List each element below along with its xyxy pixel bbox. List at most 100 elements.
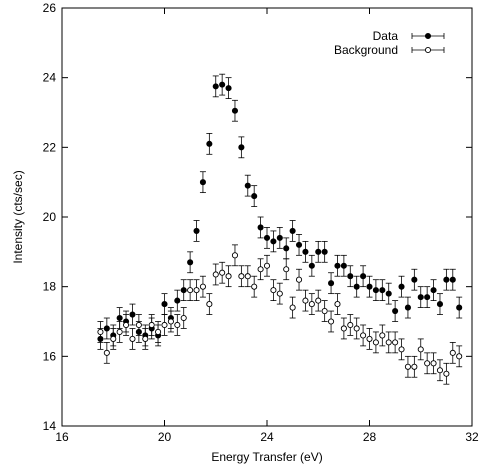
data-point <box>372 339 379 346</box>
data-point <box>174 297 181 304</box>
data-point <box>174 321 181 329</box>
data-point <box>308 301 315 308</box>
data-point <box>97 328 104 336</box>
data-point <box>443 370 450 377</box>
data-point <box>225 273 232 280</box>
data-point <box>340 262 347 269</box>
data-point <box>129 311 136 318</box>
data-point <box>212 271 219 278</box>
data-point <box>116 314 123 322</box>
data-point <box>295 241 303 248</box>
data-point <box>315 297 322 304</box>
data-point <box>123 321 130 329</box>
y-tick-label: 26 <box>43 1 57 15</box>
data-point <box>155 328 162 336</box>
data-point <box>398 283 405 290</box>
series-data <box>97 73 463 350</box>
data-point <box>430 360 437 367</box>
data-point <box>449 276 456 283</box>
data-point <box>302 297 309 304</box>
data-point <box>308 262 315 269</box>
y-tick-label: 16 <box>43 349 57 363</box>
data-point <box>315 248 322 255</box>
data-point <box>110 335 117 342</box>
data-point <box>404 363 411 370</box>
data-point <box>103 325 110 332</box>
data-point <box>129 335 136 342</box>
legend-label: Data <box>373 29 399 43</box>
data-point <box>219 81 226 88</box>
data-point <box>436 367 444 374</box>
data-point <box>212 83 219 90</box>
data-point <box>180 287 187 294</box>
data-point <box>321 307 328 315</box>
x-tick-label: 28 <box>363 430 377 444</box>
data-point <box>263 234 271 241</box>
data-point <box>219 269 226 276</box>
data-point <box>199 179 206 186</box>
y-tick-label: 14 <box>43 419 57 433</box>
data-point <box>206 140 213 147</box>
data-point <box>295 276 303 283</box>
y-tick-label: 22 <box>43 140 57 154</box>
data-point <box>244 182 251 189</box>
data-point <box>449 349 456 356</box>
data-point <box>443 276 450 283</box>
data-point <box>193 227 200 234</box>
data-point <box>161 321 168 329</box>
data-point <box>199 283 206 290</box>
data-point <box>270 287 277 294</box>
data-point <box>135 321 142 329</box>
x-tick-label: 20 <box>158 430 172 444</box>
data-point <box>366 335 373 342</box>
data-point <box>302 248 309 255</box>
x-axis-label: Energy Transfer (eV) <box>211 450 322 464</box>
data-point <box>244 273 251 280</box>
data-point <box>257 266 264 273</box>
data-point <box>360 332 367 339</box>
x-tick-label: 16 <box>55 430 69 444</box>
data-point <box>180 314 187 322</box>
data-point <box>148 321 155 329</box>
data-point <box>411 363 418 370</box>
axis-ticks <box>61 7 473 427</box>
data-point <box>142 335 149 342</box>
data-point <box>328 318 335 325</box>
data-point <box>379 332 386 339</box>
data-point <box>193 287 200 294</box>
data-point <box>161 301 168 308</box>
data-point <box>289 227 296 234</box>
data-point <box>103 349 110 356</box>
data-point <box>340 325 347 332</box>
data-point <box>430 287 437 294</box>
y-tick-label: 24 <box>43 71 57 85</box>
data-point <box>334 301 341 308</box>
data-point <box>456 353 463 360</box>
series-background <box>97 244 463 385</box>
data-point <box>238 273 245 280</box>
x-tick-label: 24 <box>260 430 274 444</box>
data-point <box>251 283 258 290</box>
data-point <box>392 339 399 346</box>
data-point <box>417 294 424 301</box>
data-point <box>225 85 232 92</box>
data-point <box>257 224 264 231</box>
data-point <box>360 273 367 280</box>
data-point <box>167 318 174 325</box>
data-point <box>424 360 431 367</box>
data-point <box>347 321 354 329</box>
data-point <box>328 280 335 287</box>
data-point <box>187 259 194 266</box>
data-point <box>289 304 296 311</box>
data-point <box>417 346 424 353</box>
data-point <box>116 328 123 336</box>
data-point <box>276 290 283 297</box>
data-point <box>321 248 328 255</box>
x-tick-label: 32 <box>465 430 479 444</box>
series-layer <box>97 73 463 385</box>
data-point <box>270 238 277 245</box>
y-axis-label: Intensity (cts/sec) <box>11 170 25 263</box>
data-point <box>385 339 392 346</box>
